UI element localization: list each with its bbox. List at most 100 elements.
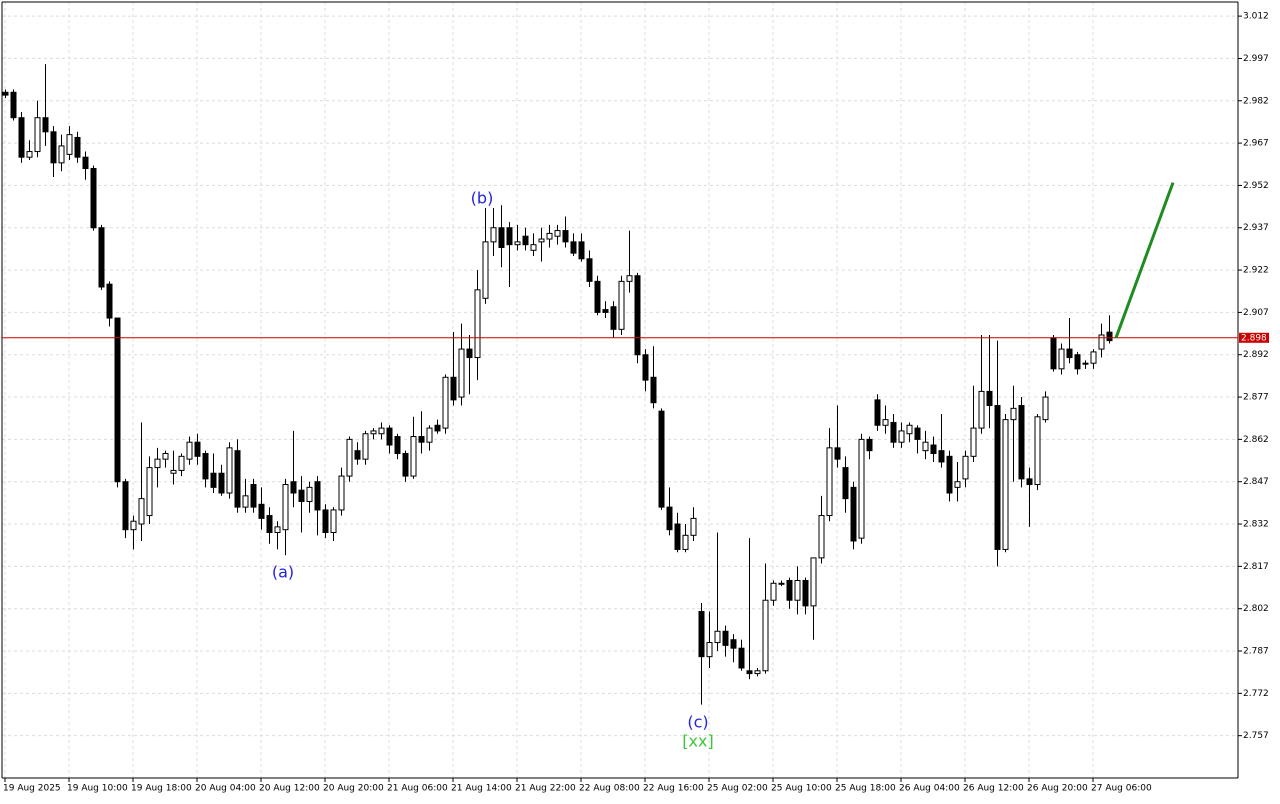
candle-body — [770, 582, 777, 601]
current-price-label: 2.898 — [1241, 333, 1267, 343]
candle-body — [898, 430, 905, 443]
y-tick-label: 2.907 — [1243, 308, 1269, 318]
candle-body — [890, 421, 897, 443]
candle-body — [10, 91, 17, 119]
candle-body — [250, 484, 257, 508]
y-tick-label: 2.877 — [1243, 393, 1269, 403]
candle-body — [746, 670, 753, 675]
candle-body — [1010, 407, 1017, 421]
candle-body — [314, 481, 321, 511]
candle-body — [562, 230, 569, 243]
x-tick-label: 22 Aug 08:00 — [579, 784, 640, 794]
candle-body — [98, 227, 105, 288]
x-tick-label: 21 Aug 22:00 — [515, 784, 576, 794]
candle-body — [226, 447, 233, 494]
candle-body — [122, 481, 129, 531]
candle-body — [642, 354, 649, 381]
candle-body — [2, 91, 9, 96]
candle-body — [210, 472, 217, 488]
candle-body — [954, 481, 961, 488]
candle-body — [66, 134, 73, 155]
y-tick-label: 2.862 — [1243, 435, 1269, 445]
x-tick-label: 27 Aug 06:00 — [1091, 784, 1152, 794]
candle-body — [554, 230, 561, 237]
x-tick-label: 20 Aug 12:00 — [259, 784, 320, 794]
candle-body — [754, 670, 761, 675]
candle-body — [130, 520, 137, 531]
candle-body — [850, 486, 857, 542]
candle-body — [402, 452, 409, 477]
candle-body — [666, 506, 673, 531]
candle-body — [234, 450, 241, 508]
candle-body — [298, 489, 305, 502]
candle-body — [82, 156, 89, 169]
x-tick-label: 25 Aug 10:00 — [771, 784, 832, 794]
candle-body — [778, 582, 785, 585]
candle-body — [338, 475, 345, 511]
candle-body — [170, 469, 177, 474]
candle-body — [354, 450, 361, 460]
candle-body — [50, 131, 57, 164]
candle-body — [1034, 416, 1041, 486]
candle-body — [650, 376, 657, 404]
candle-body — [458, 348, 465, 398]
wave-label: (c) — [687, 713, 708, 732]
y-tick-label: 2.832 — [1243, 520, 1269, 530]
x-tick-label: 19 Aug 18:00 — [131, 784, 192, 794]
y-tick-label: 2.802 — [1243, 604, 1269, 614]
candle-body — [274, 526, 281, 534]
candle-body — [434, 424, 441, 432]
candle-body — [538, 238, 545, 243]
candle-body — [106, 283, 113, 319]
candle-body — [1058, 348, 1065, 370]
candle-body — [1074, 354, 1081, 370]
y-tick-label: 2.952 — [1243, 181, 1269, 191]
candle-body — [970, 427, 977, 457]
candle-body — [658, 410, 665, 508]
candle-body — [394, 436, 401, 454]
candle-body — [146, 467, 153, 517]
candle-body — [378, 427, 385, 435]
candle-body — [1042, 396, 1049, 421]
wave-label: (b) — [471, 189, 494, 208]
candle-body — [346, 438, 353, 477]
candle-body — [810, 557, 817, 607]
candle-body — [1106, 331, 1113, 342]
candle-body — [418, 436, 425, 443]
x-tick-label: 19 Aug 2025 — [3, 784, 61, 794]
candle-body — [258, 503, 265, 519]
candle-body — [290, 481, 297, 494]
candle-body — [186, 441, 193, 460]
candle-body — [994, 405, 1001, 550]
y-tick-label: 2.772 — [1243, 689, 1269, 699]
candle-body — [266, 515, 273, 534]
candle-body — [874, 399, 881, 426]
y-tick-label: 2.787 — [1243, 647, 1269, 657]
y-tick-label: 2.937 — [1243, 223, 1269, 233]
candle-body — [794, 579, 801, 601]
candle-body — [34, 117, 41, 153]
candle-body — [370, 430, 377, 435]
candle-body — [610, 306, 617, 330]
candle-body — [306, 486, 313, 502]
candle-body — [362, 433, 369, 460]
candle-body — [490, 227, 497, 243]
candle-body — [706, 642, 713, 658]
candle-body — [522, 235, 529, 246]
y-tick-label: 2.817 — [1243, 562, 1269, 572]
candle-body — [1050, 337, 1057, 370]
candle-body — [626, 275, 633, 282]
candle-body — [722, 630, 729, 646]
candle-body — [570, 241, 577, 254]
candle-body — [698, 611, 705, 658]
candle-body — [634, 275, 641, 356]
x-tick-label: 22 Aug 16:00 — [643, 784, 704, 794]
candle-body — [578, 241, 585, 260]
y-tick-label: 3.012 — [1243, 12, 1269, 22]
candle-body — [74, 136, 81, 158]
projection-line — [1114, 182, 1175, 339]
candle-body — [154, 458, 161, 469]
current-price-box — [1239, 332, 1269, 343]
